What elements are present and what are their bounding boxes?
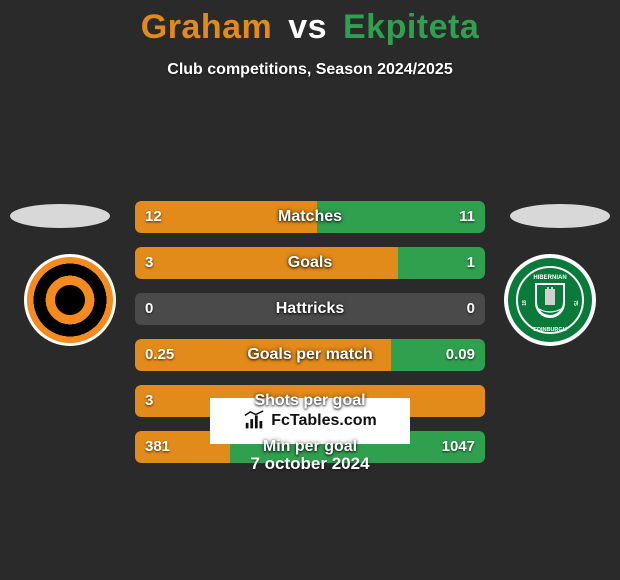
player-right-name: Ekpiteta: [343, 8, 479, 46]
competition-subtitle: Club competitions, Season 2024/2025: [0, 61, 620, 79]
stat-row: 31Goals: [135, 247, 485, 279]
stat-label: Matches: [135, 201, 485, 233]
svg-text:18: 18: [522, 300, 528, 306]
stat-row: 1211Matches: [135, 201, 485, 233]
svg-text:75: 75: [572, 300, 578, 306]
stats-table: 1211Matches 31Goals 00Hattricks 0.250.09Goa…: [135, 201, 485, 477]
stat-row: 00Hattricks: [135, 293, 485, 325]
hibernian-crest-icon: HIBERNIAN EDINBURGH 18 75: [515, 265, 585, 335]
shadow-right: [510, 204, 610, 228]
team-left-crest: [24, 254, 116, 346]
stat-label: Goals per match: [135, 339, 485, 371]
stat-row: 3811047Min per goal: [135, 431, 485, 463]
shadow-left: [10, 204, 110, 228]
svg-text:HIBERNIAN: HIBERNIAN: [533, 275, 566, 281]
vs-text: vs: [288, 8, 327, 46]
stat-label: Goals: [135, 247, 485, 279]
stat-row: 0.250.09Goals per match: [135, 339, 485, 371]
svg-text:EDINBURGH: EDINBURGH: [533, 327, 566, 333]
stat-row: 3Shots per goal: [135, 385, 485, 417]
stat-label: Min per goal: [135, 431, 485, 463]
team-right-crest: HIBERNIAN EDINBURGH 18 75: [504, 254, 596, 346]
stat-label: Shots per goal: [135, 385, 485, 417]
player-left-name: Graham: [141, 8, 273, 46]
stat-label: Hattricks: [135, 293, 485, 325]
comparison-title: Graham vs Ekpiteta: [0, 0, 620, 47]
